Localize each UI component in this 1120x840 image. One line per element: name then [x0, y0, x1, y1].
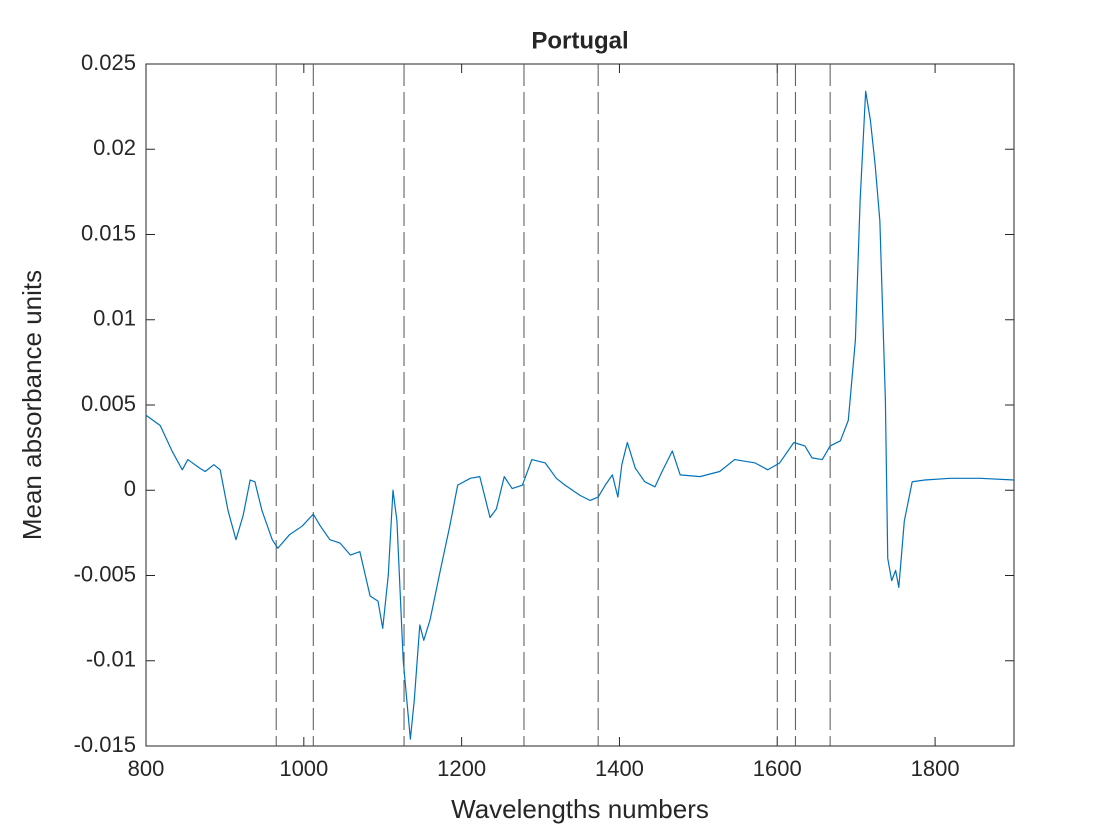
- x-tick-label: 1600: [753, 756, 802, 781]
- x-tick-label: 1200: [437, 756, 486, 781]
- x-tick-label: 1800: [911, 756, 960, 781]
- y-tick-label: 0.015: [81, 220, 136, 245]
- y-tick-label: 0.025: [81, 50, 136, 75]
- x-tick-label: 800: [128, 756, 165, 781]
- y-tick-label: -0.01: [86, 647, 136, 672]
- y-tick-label: 0.01: [93, 306, 136, 331]
- data-line: [145, 90, 1015, 740]
- y-tick-label: 0.005: [81, 391, 136, 416]
- plot-area: [145, 63, 1015, 747]
- y-tick-label: 0: [124, 476, 136, 501]
- x-axis-label: Wavelengths numbers: [451, 794, 709, 824]
- x-tick-label: 1000: [279, 756, 328, 781]
- chart-title: Portugal: [531, 27, 628, 54]
- y-tick-label: -0.015: [74, 732, 136, 757]
- x-tick-label: 1400: [595, 756, 644, 781]
- y-tick-label: 0.02: [93, 135, 136, 160]
- y-tick-label: -0.005: [74, 561, 136, 586]
- y-axis-label: Mean absorbance units: [17, 270, 47, 540]
